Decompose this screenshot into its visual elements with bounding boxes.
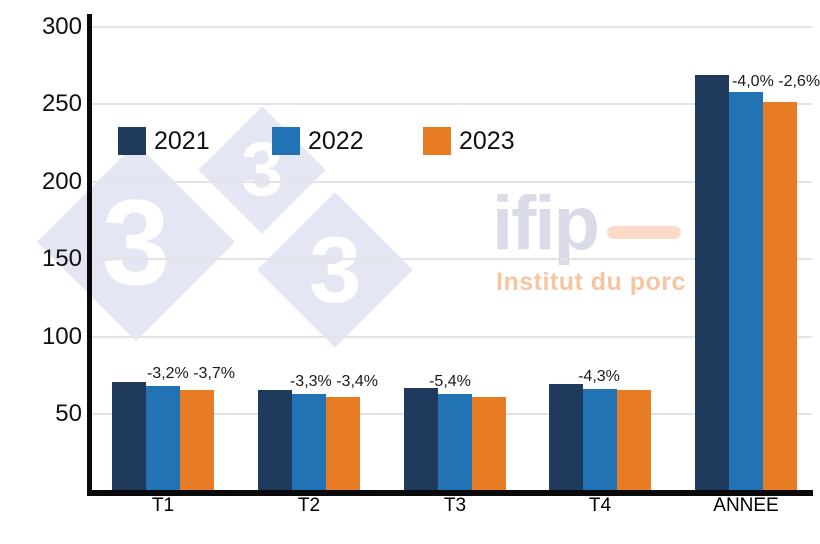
- bar-value-label-ANNEE: -4,0% -2,6%: [732, 73, 820, 91]
- watermark-3-glyph: 3: [102, 173, 170, 310]
- bar-2023-T2: [326, 397, 360, 492]
- bar-2022-ANNEE: [729, 91, 763, 492]
- bar-2022-T3: [438, 393, 472, 492]
- bar-2021-T2: [258, 390, 292, 492]
- x-category-label-ANNEE: ANNEE: [713, 495, 779, 516]
- x-category-label-T4: T4: [588, 495, 612, 516]
- y-axis-tick-label: 100: [41, 322, 82, 350]
- watermark-diamond: 3: [257, 192, 413, 348]
- y-axis-tick-label: 150: [41, 245, 82, 272]
- x-category-label-T3: T3: [443, 495, 467, 516]
- bar-2023-T4: [617, 389, 651, 492]
- bar-2023-T3: [472, 397, 506, 492]
- ifip-dash-icon: [607, 226, 681, 239]
- watermark-diamond: 3: [198, 106, 326, 234]
- y-axis-tick-label: 250: [41, 90, 82, 117]
- legend-label-2021: 2021: [154, 127, 210, 155]
- bar-value-label-T2: -3,3% -3,4%: [289, 372, 379, 390]
- legend-item-2022: 2022: [272, 127, 364, 155]
- legend-swatch-2023: [423, 127, 451, 155]
- bar-2022-T4: [583, 388, 617, 492]
- bar-value-label-T1: -3,2% -3,7%: [146, 364, 236, 382]
- bar-value-label-T4: -4,3%: [578, 367, 620, 385]
- y-axis-tick-label: 200: [41, 167, 82, 195]
- gridline: [92, 103, 812, 105]
- gridline: [92, 25, 812, 28]
- bar-2022-T1: [146, 385, 180, 492]
- bar-2021-T3: [404, 387, 438, 492]
- y-axis-tick-label: 50: [55, 400, 82, 427]
- legend-swatch-2022: [272, 127, 300, 155]
- x-category-label-T1: T1: [151, 495, 175, 516]
- gridline: [92, 335, 812, 338]
- legend-swatch-2021: [118, 127, 146, 155]
- gridline: [92, 180, 812, 183]
- watermark-3-glyph: 3: [308, 217, 362, 322]
- legend-label-2023: 2023: [459, 127, 515, 155]
- legend-item-2021: 2021: [118, 127, 210, 155]
- bar-2021-T1: [112, 382, 146, 492]
- bar-2022-T2: [292, 393, 326, 492]
- gridline: [92, 258, 812, 260]
- bar-2023-T1: [180, 389, 214, 492]
- legend-item-2023: 2023: [423, 127, 515, 155]
- ifip-logo-subtitle: Institut du porc: [496, 268, 686, 296]
- y-axis-tick-label: 300: [41, 12, 82, 40]
- ifip-logo-text: ifip: [492, 181, 600, 266]
- x-axis-line: [87, 490, 813, 496]
- bar-2021-T4: [549, 384, 583, 492]
- bar-2021-ANNEE: [695, 75, 729, 492]
- legend-label-2022: 2022: [308, 127, 364, 155]
- bar-value-label-T3: -5,4%: [429, 372, 471, 390]
- x-category-label-T2: T2: [297, 495, 321, 516]
- bar-2023-ANNEE: [763, 102, 797, 492]
- y-axis-line: [87, 14, 92, 496]
